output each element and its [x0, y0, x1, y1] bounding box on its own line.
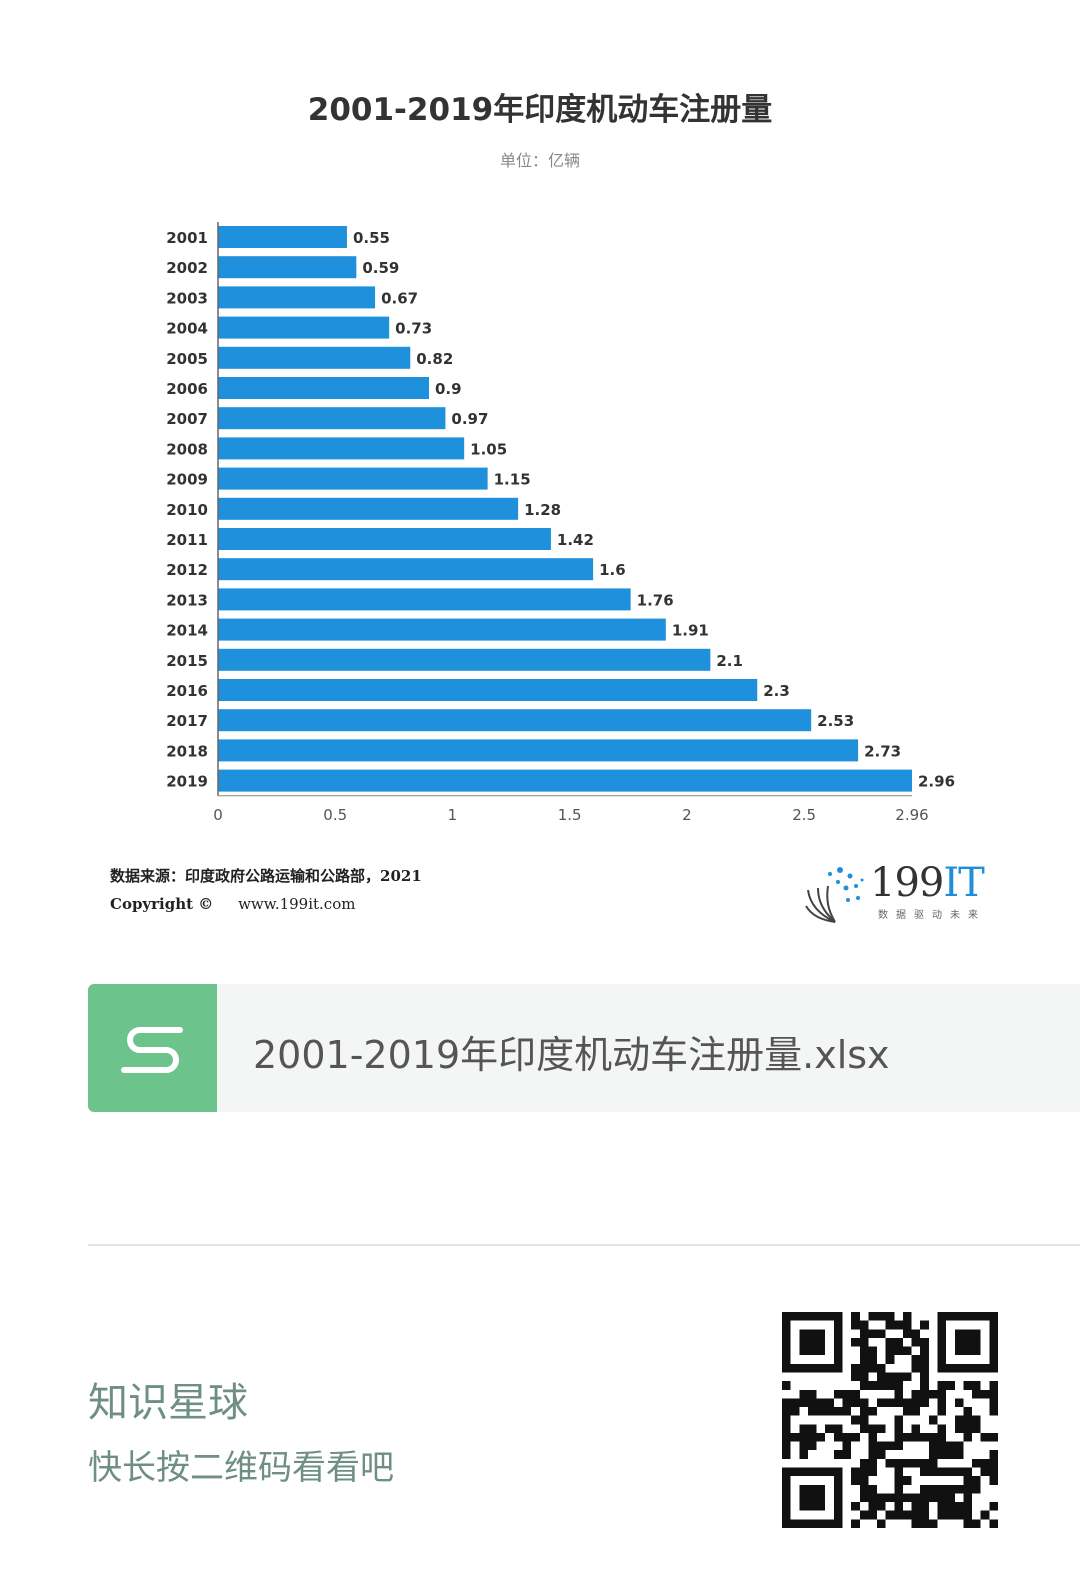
bar: [218, 558, 594, 581]
bar: [218, 437, 465, 460]
y-tick-label: 2011: [166, 531, 208, 549]
bar: [218, 316, 390, 339]
data-label: 2.3: [763, 682, 790, 700]
promo-title: 知识星球: [88, 1380, 248, 1426]
data-label: 1.28: [524, 501, 561, 519]
data-label: 2.1: [716, 652, 743, 670]
bar-chart: 2001 0.55 2002 0.59 2003 0.67 2004 0.73 2005 0.82…: [166, 222, 955, 824]
brand-logo: 199IT 数据驱动未来: [800, 860, 990, 930]
chart-subtitle: 单位：亿辆: [499, 151, 580, 170]
promo-subtitle: 快长按二维码看看吧: [88, 1448, 394, 1488]
brand-name-it: IT: [943, 860, 984, 906]
y-tick-label: 2017: [166, 712, 208, 730]
bar: [218, 377, 430, 399]
y-tick-label: 2014: [166, 622, 208, 640]
website-link[interactable]: www.199it.com: [238, 895, 356, 913]
y-tick-label: 2010: [166, 501, 208, 519]
y-tick-label: 2016: [166, 682, 208, 700]
x-tick-label: 1: [448, 806, 458, 824]
bar: [218, 739, 859, 762]
bar: [218, 286, 376, 309]
dandelion-logo-icon: [805, 867, 864, 923]
bar: [218, 407, 446, 430]
spreadsheet-s-icon: [88, 984, 217, 1112]
y-tick-label: 2001: [166, 229, 208, 247]
file-attachment-card[interactable]: 2001-2019年印度机动车注册量.xlsx: [88, 984, 1080, 1112]
y-tick-label: 2019: [166, 773, 208, 791]
y-tick-label: 2009: [166, 471, 208, 489]
bar: [218, 467, 488, 490]
brand-tagline: 数据驱动未来: [878, 910, 986, 921]
data-label: 0.82: [416, 350, 453, 368]
data-label: 0.97: [451, 410, 488, 428]
bar: [218, 769, 912, 792]
data-label: 0.73: [395, 320, 432, 338]
data-label: 1.76: [637, 591, 674, 609]
y-tick-label: 2004: [166, 320, 208, 338]
data-source: 数据来源：印度政府公路运输和公路部，2021: [110, 867, 422, 885]
x-tick-label: 2: [682, 806, 692, 824]
data-label: 2.96: [918, 773, 955, 791]
y-tick-label: 2012: [166, 561, 208, 579]
x-tick-label: 0.5: [323, 806, 347, 824]
data-label: 1.42: [557, 531, 594, 549]
bar: [218, 528, 551, 550]
y-tick-label: 2013: [166, 591, 208, 609]
bar: [218, 497, 519, 520]
x-tick-label: 0: [213, 806, 223, 824]
y-tick-label: 2002: [166, 259, 208, 277]
file-name: 2001-2019年印度机动车注册量.xlsx: [253, 1033, 890, 1077]
bar: [218, 346, 411, 369]
data-label: 1.91: [672, 622, 709, 640]
data-label: 1.05: [470, 440, 507, 458]
y-tick-label: 2007: [166, 410, 208, 428]
data-label: 0.67: [381, 289, 418, 307]
divider: [88, 1244, 1080, 1246]
bar: [218, 226, 347, 248]
bar: [218, 679, 758, 701]
data-label: 1.6: [599, 561, 626, 579]
brand-name-number: 199: [870, 860, 944, 906]
data-label: 0.55: [353, 229, 390, 247]
y-tick-label: 2018: [166, 742, 208, 760]
bar: [218, 709, 812, 732]
bar: [218, 588, 631, 611]
y-tick-label: 2015: [166, 652, 208, 670]
data-label: 1.15: [494, 471, 531, 489]
x-tick-label: 1.5: [558, 806, 582, 824]
bar: [218, 256, 357, 279]
data-label: 2.73: [864, 742, 901, 760]
data-label: 0.59: [362, 259, 399, 277]
copyright-line: Copyright © www.199it.com: [110, 895, 355, 913]
qr-code-icon[interactable]: [782, 1312, 998, 1528]
brand-name: 199IT: [870, 860, 985, 906]
y-tick-label: 2008: [166, 440, 208, 458]
y-tick-label: 2005: [166, 350, 208, 368]
x-tick-label: 2.96: [895, 806, 928, 824]
data-label: 2.53: [817, 712, 854, 730]
chart-title: 2001-2019年印度机动车注册量: [307, 92, 773, 128]
x-tick-label: 2.5: [792, 806, 816, 824]
bar: [218, 648, 711, 671]
y-tick-label: 2003: [166, 289, 208, 307]
data-label: 0.9: [435, 380, 462, 398]
copyright-label: Copyright ©: [110, 895, 214, 913]
y-tick-label: 2006: [166, 380, 208, 398]
bar: [218, 618, 666, 641]
